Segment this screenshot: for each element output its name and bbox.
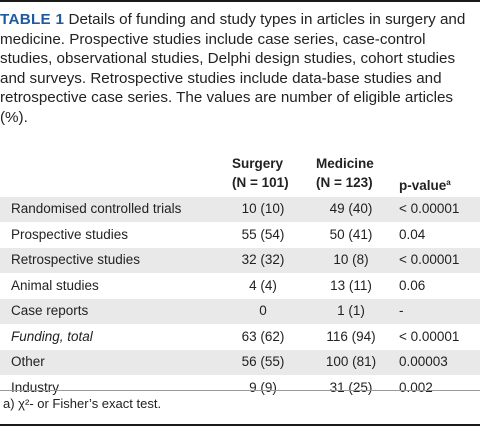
header-surgery-title: Surgery (232, 156, 284, 171)
row-label: Prospective studies (11, 226, 129, 242)
header-pvalue-label: p-value (399, 178, 447, 193)
surgery-value: 4 (4) (249, 277, 277, 293)
medicine-value: 100 (81) (325, 354, 377, 369)
table-row: Animal studies 4 (4) 13 (11) 0.06 (0, 272, 480, 299)
header-medicine: Medicine (N = 123) (316, 154, 374, 192)
header-medicine-title: Medicine (316, 156, 374, 171)
medicine-value: 116 (94) (326, 328, 376, 344)
caption-text: Details of funding and study types in ar… (0, 11, 466, 126)
surgery-value: 0 (259, 303, 267, 318)
end-rule (0, 424, 480, 426)
table-footnote: a) χ²- or Fisher’s exact test. (3, 396, 162, 411)
surgery-value: 9 (9) (249, 379, 277, 395)
medicine-value: 1 (1) (337, 303, 365, 318)
p-value: 0.04 (399, 226, 426, 242)
table-row: Other 56 (55) 100 (81) 0.00003 (0, 349, 480, 375)
medicine-value: 31 (25) (329, 379, 373, 395)
table-caption: TABLE 1 Details of funding and study typ… (0, 10, 470, 128)
medicine-value: 13 (11) (330, 277, 372, 293)
p-value: - (399, 303, 404, 318)
row-label: Case reports (11, 303, 89, 318)
p-value: 0.002 (399, 379, 433, 395)
header-surgery: Surgery (N = 101) (232, 154, 289, 192)
table-row: Retrospective studies 32 (32) 10 (8) < 0… (0, 247, 480, 273)
table-body: Randomised controlled trials 10 (10) 49 … (0, 196, 480, 400)
table-row: Funding, total 63 (62) 116 (94) < 0.0000… (0, 323, 480, 350)
p-value: 0.00003 (399, 354, 448, 369)
surgery-value: 56 (55) (241, 354, 285, 369)
row-label: Animal studies (11, 277, 99, 293)
table-row: Case reports 0 1 (1) - (0, 298, 480, 324)
header-surgery-n: (N = 101) (232, 175, 289, 190)
top-rule (0, 0, 480, 2)
p-value: < 0.00001 (399, 201, 460, 216)
table-label: TABLE 1 (0, 11, 65, 28)
table-header: Surgery (N = 101) Medicine (N = 123) p-v… (0, 150, 480, 196)
medicine-value: 50 (41) (329, 226, 373, 242)
row-label: Randomised controlled trials (11, 201, 182, 216)
table-row: Prospective studies 55 (54) 50 (41) 0.04 (0, 221, 480, 248)
surgery-value: 10 (10) (241, 201, 285, 216)
header-pvalue: p-valuea (399, 173, 451, 195)
table-bottom-rule (0, 390, 480, 391)
header-pvalue-footnote-mark: a (446, 178, 451, 187)
medicine-value: 10 (8) (333, 252, 369, 267)
table-row: Randomised controlled trials 10 (10) 49 … (0, 196, 480, 222)
header-medicine-n: (N = 123) (316, 175, 373, 190)
row-label: Retrospective studies (11, 252, 141, 267)
medicine-value: 49 (40) (329, 201, 373, 216)
p-value: < 0.00001 (399, 328, 460, 344)
p-value: < 0.00001 (399, 252, 460, 267)
surgery-value: 32 (32) (241, 252, 285, 267)
surgery-value: 55 (54) (241, 226, 285, 242)
row-label: Funding, total (11, 328, 93, 344)
p-value: 0.06 (399, 277, 426, 293)
row-label: Other (11, 354, 45, 369)
surgery-value: 63 (62) (241, 328, 285, 344)
